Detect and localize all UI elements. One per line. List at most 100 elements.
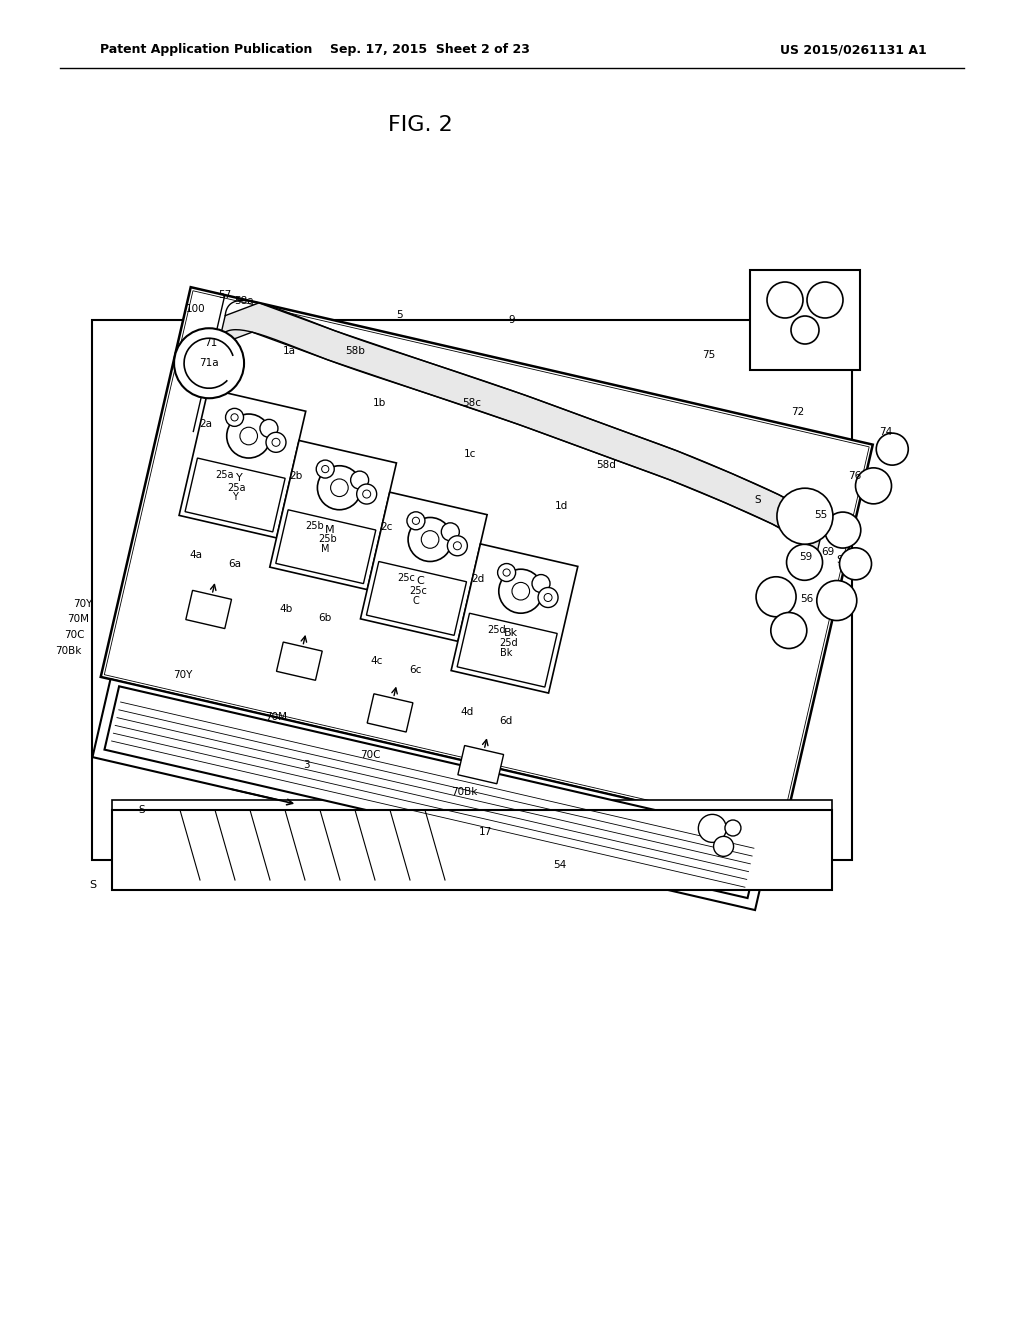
Circle shape (413, 517, 420, 524)
Text: 76: 76 (849, 471, 862, 482)
Circle shape (791, 315, 819, 345)
Text: FIG. 2: FIG. 2 (388, 115, 453, 135)
Polygon shape (457, 614, 557, 688)
Circle shape (817, 581, 857, 620)
Circle shape (756, 577, 796, 616)
Text: 56: 56 (800, 594, 813, 603)
Circle shape (544, 594, 552, 602)
Text: M: M (321, 544, 330, 554)
Text: 75: 75 (702, 350, 715, 360)
Text: 4d: 4d (461, 708, 474, 717)
Circle shape (174, 329, 244, 399)
Circle shape (840, 548, 871, 579)
Text: 5: 5 (396, 310, 403, 319)
Polygon shape (360, 492, 487, 642)
Circle shape (698, 814, 726, 842)
Text: 70M: 70M (265, 713, 287, 722)
Text: 25d: 25d (487, 624, 506, 635)
Text: M: M (325, 524, 335, 535)
Text: Bk: Bk (504, 628, 518, 638)
Text: 4c: 4c (371, 656, 383, 665)
Text: 4b: 4b (280, 603, 293, 614)
Bar (112, 810, 831, 890)
Text: 6b: 6b (318, 612, 332, 623)
Text: 70Y: 70Y (73, 599, 92, 610)
Circle shape (322, 466, 329, 473)
Text: 1b: 1b (373, 397, 386, 408)
Text: 25c: 25c (410, 586, 427, 597)
Text: 2a: 2a (199, 418, 212, 429)
Polygon shape (458, 746, 504, 784)
Polygon shape (275, 510, 376, 583)
Text: 6c: 6c (410, 664, 422, 675)
Text: 58c: 58c (462, 399, 481, 408)
Bar (112, 800, 831, 861)
Text: 72: 72 (792, 407, 805, 417)
Circle shape (362, 490, 371, 498)
Polygon shape (185, 590, 231, 628)
Circle shape (272, 438, 280, 446)
Polygon shape (185, 458, 285, 532)
Circle shape (331, 479, 348, 496)
Circle shape (532, 574, 550, 593)
Text: 58a: 58a (234, 297, 254, 306)
Circle shape (767, 282, 803, 318)
Text: 17: 17 (479, 828, 493, 837)
Text: Y: Y (231, 492, 238, 503)
Circle shape (226, 414, 270, 458)
Circle shape (240, 428, 257, 445)
Circle shape (499, 569, 543, 614)
Circle shape (356, 484, 377, 504)
Circle shape (316, 461, 334, 478)
Polygon shape (368, 694, 413, 733)
Circle shape (441, 523, 460, 541)
Text: 6a: 6a (228, 560, 241, 569)
Circle shape (225, 408, 244, 426)
Polygon shape (104, 686, 762, 898)
Circle shape (409, 517, 452, 561)
Text: 25a: 25a (215, 470, 233, 479)
Text: 25a: 25a (227, 483, 246, 492)
Text: 71: 71 (204, 338, 217, 348)
Text: Y: Y (236, 473, 243, 483)
Circle shape (714, 837, 733, 857)
Text: US 2015/0261131 A1: US 2015/0261131 A1 (780, 44, 927, 57)
Circle shape (350, 471, 369, 490)
Text: 25b: 25b (306, 521, 325, 531)
Text: 3: 3 (303, 760, 309, 771)
Text: 2c: 2c (381, 523, 393, 532)
Text: C: C (413, 595, 419, 606)
Text: Patent Application Publication: Patent Application Publication (100, 44, 312, 57)
Text: 1d: 1d (554, 502, 567, 511)
Polygon shape (179, 388, 306, 537)
Polygon shape (276, 642, 323, 680)
Text: 54: 54 (554, 861, 567, 870)
Text: S: S (754, 495, 761, 506)
Text: 58d: 58d (596, 461, 616, 470)
Text: Sep. 17, 2015  Sheet 2 of 23: Sep. 17, 2015 Sheet 2 of 23 (330, 44, 530, 57)
Text: 4a: 4a (189, 550, 202, 560)
Text: 6d: 6d (500, 717, 513, 726)
Text: C: C (417, 577, 424, 586)
Polygon shape (367, 561, 467, 635)
Text: 59: 59 (799, 553, 812, 562)
Circle shape (512, 582, 529, 601)
Circle shape (725, 820, 741, 836)
Text: S: S (89, 880, 96, 890)
Bar (92, 319, 852, 861)
Text: 25d: 25d (500, 638, 518, 648)
Text: Bk: Bk (501, 648, 513, 657)
Text: 2b: 2b (290, 471, 303, 480)
Text: 9: 9 (508, 315, 515, 325)
Circle shape (824, 512, 861, 548)
Text: 70M: 70M (67, 614, 89, 624)
Text: 70Bk: 70Bk (451, 787, 477, 797)
Polygon shape (92, 680, 773, 909)
Circle shape (454, 541, 462, 549)
Text: 74: 74 (880, 428, 893, 437)
Circle shape (231, 413, 239, 421)
Circle shape (786, 544, 822, 581)
Circle shape (771, 612, 807, 648)
Circle shape (498, 564, 516, 582)
Text: 70Bk: 70Bk (55, 645, 81, 656)
